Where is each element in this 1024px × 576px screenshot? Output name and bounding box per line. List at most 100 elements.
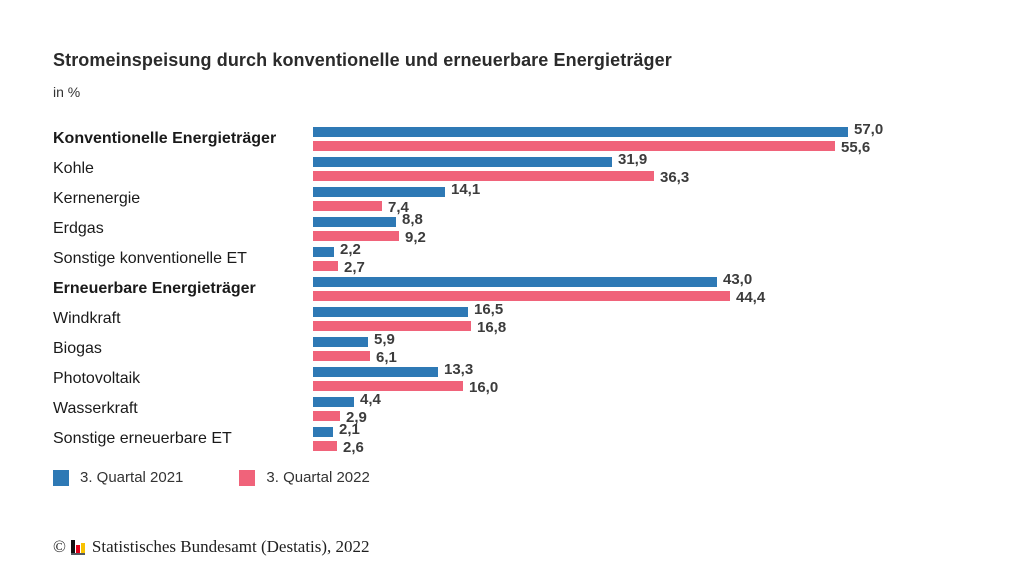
bar-line-2022: 16,0 <box>313 379 971 396</box>
legend-item-2022: 3. Quartal 2022 <box>239 469 370 486</box>
bar-line-2022: 6,1 <box>313 349 971 366</box>
bar-2022 <box>313 411 340 421</box>
bar-line-2021: 57,0 <box>313 121 971 138</box>
chart-row: Erneuerbare Energieträger 43,0 44,4 <box>53 271 971 306</box>
legend-swatch-2022-icon <box>239 469 256 486</box>
bar-line-2022: 2,7 <box>313 259 971 276</box>
bar-group: 2,1 2,6 <box>313 422 971 456</box>
page-title: Stromeinspeisung durch konventionelle un… <box>53 50 672 70</box>
bar-2022 <box>313 321 471 331</box>
bar-line-2022: 9,2 <box>313 229 971 246</box>
value-label-2021: 8,8 <box>402 211 423 228</box>
chart-unit-label: in % <box>53 84 81 100</box>
bar-line-2021: 5,9 <box>313 331 971 348</box>
value-label-2022: 16,8 <box>477 319 507 336</box>
destatis-mini-bar-chart-icon <box>70 539 85 555</box>
bar-2021 <box>313 187 445 197</box>
bar-group: 57,0 55,6 <box>313 121 971 155</box>
chart-row: Sonstige konventionelle ET 2,2 2,7 <box>53 241 971 276</box>
legend-label-2022: 3. Quartal 2022 <box>266 469 370 486</box>
bar-line-2022: 2,9 <box>313 410 971 425</box>
bar-line-2021: 4,4 <box>313 392 971 407</box>
value-label-2022: 36,3 <box>660 169 690 186</box>
bar-2022 <box>313 231 399 241</box>
bar-line-2022: 7,4 <box>313 199 971 216</box>
bar-line-2021: 2,2 <box>313 241 971 258</box>
value-label-2022: 2,6 <box>343 439 364 456</box>
value-label-2022: 7,4 <box>388 199 409 216</box>
bar-2022 <box>313 201 382 211</box>
logo-baseline <box>70 552 85 555</box>
chart-row: Wasserkraft 4,4 2,9 <box>53 392 971 425</box>
value-label-2021: 5,9 <box>374 331 395 348</box>
bar-2022 <box>313 381 463 391</box>
category-label: Erdgas <box>53 220 104 237</box>
logo-bar-red <box>75 544 80 553</box>
value-label-2022: 9,2 <box>405 229 426 246</box>
bar-line-2022: 36,3 <box>313 169 971 186</box>
bar-group: 8,8 9,2 <box>313 211 971 246</box>
chart-row: Konventionelle Energieträger 57,0 55,6 <box>53 121 971 155</box>
chart-row: Kernenergie 14,1 7,4 <box>53 182 971 216</box>
value-label-2021: 13,3 <box>444 361 474 378</box>
category-label: Windkraft <box>53 310 121 327</box>
logo-bar-black <box>70 539 75 553</box>
category-label: Wasserkraft <box>53 400 138 417</box>
bar-group: 14,1 7,4 <box>313 182 971 216</box>
bar-line-2021: 31,9 <box>313 151 971 168</box>
bar-2022 <box>313 441 337 451</box>
category-label: Biogas <box>53 340 102 357</box>
bar-line-2022: 44,4 <box>313 289 971 306</box>
value-label-2022: 16,0 <box>469 379 499 396</box>
value-label-2021: 57,0 <box>854 121 884 138</box>
category-label: Sonstige erneuerbare ET <box>53 430 232 447</box>
legend: 3. Quartal 2021 3. Quartal 2022 <box>53 469 971 486</box>
chart-row: Photovoltaik 13,3 16,0 <box>53 361 971 396</box>
value-label-2021: 31,9 <box>618 151 648 168</box>
bar-2021 <box>313 427 333 437</box>
bar-2021 <box>313 367 438 377</box>
copyright-symbol: © <box>53 537 66 556</box>
bar-2021 <box>313 277 717 287</box>
bar-2021 <box>313 127 848 137</box>
bar-line-2021: 13,3 <box>313 361 971 378</box>
bar-2022 <box>313 171 654 181</box>
value-label-2021: 43,0 <box>723 271 753 288</box>
value-label-2022: 44,4 <box>736 289 766 306</box>
bar-line-2021: 14,1 <box>313 182 971 197</box>
value-label-2021: 16,5 <box>474 301 504 318</box>
bar-2022 <box>313 261 338 271</box>
value-label-2021: 2,2 <box>340 241 361 258</box>
chart-row: Kohle 31,9 36,3 <box>53 151 971 186</box>
bar-2021 <box>313 157 612 167</box>
bar-2021 <box>313 307 468 317</box>
legend-item-2021: 3. Quartal 2021 <box>53 469 183 486</box>
category-label: Erneuerbare Energieträger <box>53 280 256 297</box>
bar-2022 <box>313 351 370 361</box>
bar-line-2022: 2,6 <box>313 439 971 456</box>
bar-group: 5,9 6,1 <box>313 331 971 366</box>
bar-chart: Konventionelle Energieträger 57,0 55,6 Kohl… <box>53 121 971 456</box>
bar-line-2021: 43,0 <box>313 271 971 288</box>
category-label: Kohle <box>53 160 94 177</box>
bar-line-2021: 8,8 <box>313 211 971 228</box>
chart-row: Erdgas 8,8 9,2 <box>53 211 971 246</box>
chart-row: Sonstige erneuerbare ET 2,1 2,6 <box>53 422 971 456</box>
legend-label-2021: 3. Quartal 2021 <box>80 469 184 486</box>
bar-2022 <box>313 291 730 301</box>
source-text: Statistisches Bundesamt (Destatis), 2022 <box>91 537 370 556</box>
bar-group: 31,9 36,3 <box>313 151 971 186</box>
category-label: Photovoltaik <box>53 370 141 387</box>
bar-group: 2,2 2,7 <box>313 241 971 276</box>
bar-group: 13,3 16,0 <box>313 361 971 396</box>
bar-2021 <box>313 397 354 407</box>
bar-group: 4,4 2,9 <box>313 392 971 425</box>
bar-2021 <box>313 217 396 227</box>
category-label: Sonstige konventionelle ET <box>53 250 247 267</box>
bar-2021 <box>313 247 334 257</box>
value-label-2022: 6,1 <box>376 349 397 366</box>
bar-line-2022: 55,6 <box>313 140 971 155</box>
chart-row: Windkraft 16,5 16,8 <box>53 301 971 336</box>
value-label-2022: 2,7 <box>344 259 365 276</box>
